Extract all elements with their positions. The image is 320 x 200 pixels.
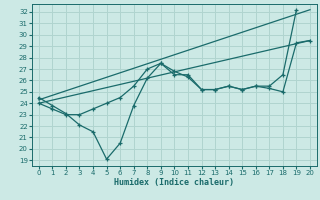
X-axis label: Humidex (Indice chaleur): Humidex (Indice chaleur) bbox=[115, 178, 234, 187]
